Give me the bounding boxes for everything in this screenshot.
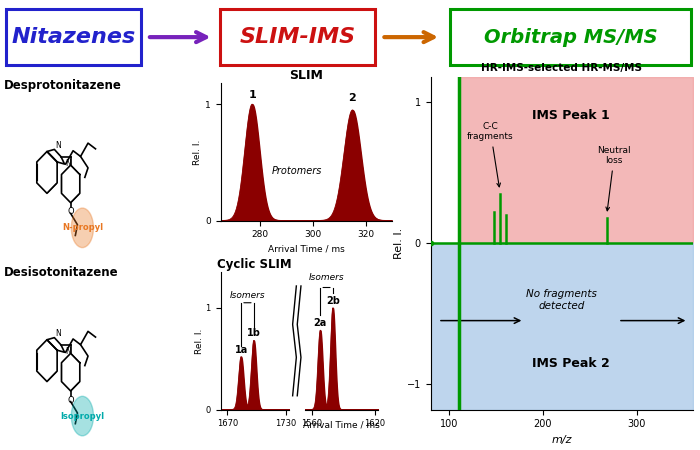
Text: 1: 1 [248, 90, 256, 100]
Text: 1b: 1b [247, 328, 261, 338]
Circle shape [71, 396, 94, 436]
Text: Desisotonitazene: Desisotonitazene [4, 266, 119, 279]
Text: Nitazenes: Nitazenes [11, 27, 136, 47]
Text: N: N [66, 159, 71, 168]
Text: 2: 2 [349, 93, 356, 103]
FancyBboxPatch shape [220, 9, 374, 65]
Text: Desprotonitazene: Desprotonitazene [4, 79, 122, 92]
Text: No fragments
detected: No fragments detected [526, 289, 597, 311]
Text: IMS Peak 1: IMS Peak 1 [532, 109, 610, 122]
Text: Orbitrap MS/MS: Orbitrap MS/MS [484, 27, 657, 47]
Text: 1a: 1a [234, 345, 248, 355]
Text: Protomers: Protomers [272, 166, 322, 176]
X-axis label: m/z: m/z [552, 435, 572, 445]
Y-axis label: Rel. I.: Rel. I. [195, 328, 204, 354]
Title: SLIM: SLIM [289, 69, 323, 82]
Text: C-C
fragments: C-C fragments [467, 122, 514, 187]
X-axis label: Arrival Time / ms: Arrival Time / ms [268, 245, 344, 254]
Text: Isomers: Isomers [309, 274, 344, 283]
Title: HR-IMS-selected HR-MS/MS: HR-IMS-selected HR-MS/MS [482, 63, 643, 73]
Text: Isopropyl: Isopropyl [60, 412, 104, 421]
FancyBboxPatch shape [449, 9, 692, 65]
Text: Isomers: Isomers [230, 291, 265, 300]
Circle shape [71, 208, 94, 248]
Text: IMS Peak 2: IMS Peak 2 [532, 357, 610, 370]
Title: Cyclic SLIM: Cyclic SLIM [218, 258, 292, 271]
Text: N-propyl: N-propyl [62, 223, 103, 232]
FancyBboxPatch shape [6, 9, 141, 65]
Text: O: O [67, 396, 74, 405]
Text: 2b: 2b [326, 296, 340, 306]
Y-axis label: Rel. I.: Rel. I. [193, 139, 202, 165]
Text: Arrival Time / ms: Arrival Time / ms [302, 421, 379, 430]
Text: N: N [55, 329, 61, 338]
Text: O: O [67, 207, 74, 216]
Text: N: N [55, 141, 61, 150]
Text: N: N [66, 347, 71, 356]
Text: SLIM-IMS: SLIM-IMS [239, 27, 356, 47]
Text: Neutral
loss: Neutral loss [597, 146, 631, 211]
Text: 2a: 2a [314, 318, 327, 328]
Y-axis label: Rel. I.: Rel. I. [393, 227, 404, 259]
